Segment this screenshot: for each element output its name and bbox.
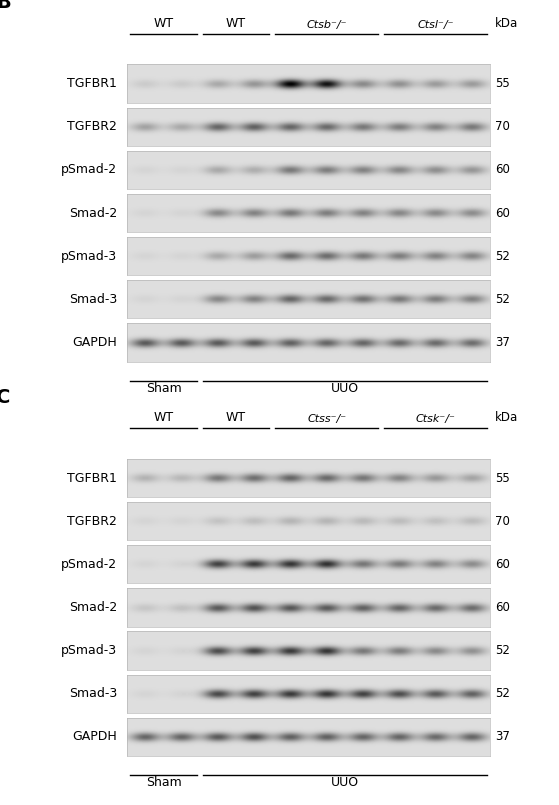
Text: 52: 52 [495, 250, 510, 262]
Text: 52: 52 [495, 644, 510, 657]
Text: pSmad-2: pSmad-2 [61, 163, 117, 176]
Text: Smad-3: Smad-3 [69, 687, 117, 700]
Text: WT: WT [226, 17, 246, 30]
Text: Sham: Sham [146, 777, 182, 790]
Text: pSmad-3: pSmad-3 [61, 644, 117, 657]
Text: 60: 60 [495, 207, 510, 220]
Text: WT: WT [154, 17, 174, 30]
Text: Ctss⁻/⁻: Ctss⁻/⁻ [307, 414, 347, 424]
Text: 70: 70 [495, 514, 510, 527]
Text: UUO: UUO [331, 382, 359, 395]
Text: C: C [0, 388, 11, 407]
Text: 60: 60 [495, 558, 510, 571]
Text: UUO: UUO [331, 777, 359, 790]
Text: Ctsk⁻/⁻: Ctsk⁻/⁻ [415, 414, 456, 424]
Text: Sham: Sham [146, 382, 182, 395]
Text: 37: 37 [495, 336, 510, 349]
Text: GAPDH: GAPDH [72, 336, 117, 349]
Text: WT: WT [226, 411, 246, 424]
Text: 52: 52 [495, 687, 510, 700]
Text: 60: 60 [495, 601, 510, 614]
Text: 52: 52 [495, 293, 510, 306]
Text: Smad-2: Smad-2 [69, 207, 117, 220]
Text: TGFBR2: TGFBR2 [67, 120, 117, 133]
Text: 60: 60 [495, 163, 510, 176]
Text: GAPDH: GAPDH [72, 730, 117, 744]
Text: Ctsl⁻/⁻: Ctsl⁻/⁻ [417, 19, 454, 30]
Text: 55: 55 [495, 472, 510, 485]
Text: B: B [0, 0, 11, 12]
Text: pSmad-2: pSmad-2 [61, 558, 117, 571]
Text: TGFBR1: TGFBR1 [67, 77, 117, 90]
Text: pSmad-3: pSmad-3 [61, 250, 117, 262]
Text: Ctsb⁻/⁻: Ctsb⁻/⁻ [306, 19, 347, 30]
Text: 55: 55 [495, 77, 510, 90]
Text: kDa: kDa [495, 17, 518, 30]
Text: TGFBR2: TGFBR2 [67, 514, 117, 527]
Text: 70: 70 [495, 120, 510, 133]
Text: 37: 37 [495, 730, 510, 744]
Text: Smad-2: Smad-2 [69, 601, 117, 614]
Text: kDa: kDa [495, 411, 518, 424]
Text: TGFBR1: TGFBR1 [67, 472, 117, 485]
Text: WT: WT [154, 411, 174, 424]
Text: Smad-3: Smad-3 [69, 293, 117, 306]
